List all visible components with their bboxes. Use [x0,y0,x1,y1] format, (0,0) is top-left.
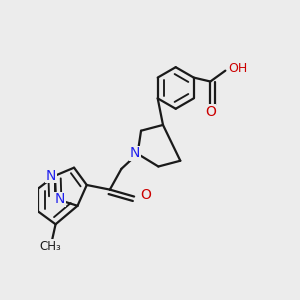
Text: N: N [55,192,65,206]
Text: O: O [140,188,151,203]
Text: N: N [130,146,140,160]
Text: O: O [205,105,216,119]
Text: N: N [46,169,56,183]
Text: OH: OH [228,62,248,75]
Text: CH₃: CH₃ [40,240,62,253]
